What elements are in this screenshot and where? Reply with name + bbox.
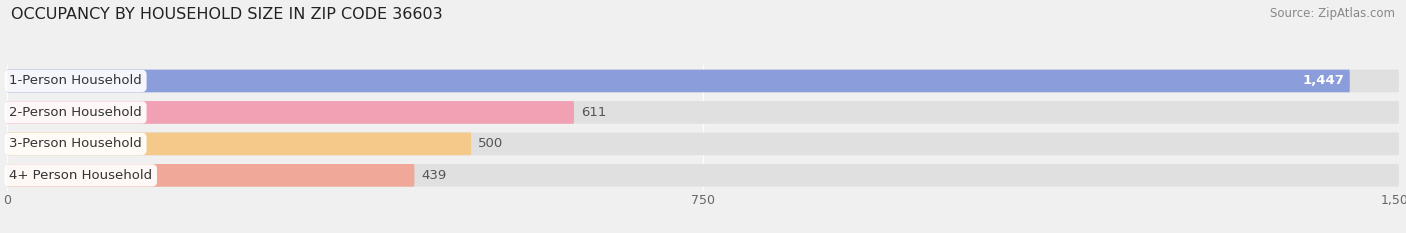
Text: 3-Person Household: 3-Person Household xyxy=(10,137,142,150)
Text: OCCUPANCY BY HOUSEHOLD SIZE IN ZIP CODE 36603: OCCUPANCY BY HOUSEHOLD SIZE IN ZIP CODE … xyxy=(11,7,443,22)
FancyBboxPatch shape xyxy=(7,133,471,155)
FancyBboxPatch shape xyxy=(7,164,415,187)
FancyBboxPatch shape xyxy=(7,101,1399,124)
FancyBboxPatch shape xyxy=(7,101,574,124)
Text: Source: ZipAtlas.com: Source: ZipAtlas.com xyxy=(1270,7,1395,20)
Text: 500: 500 xyxy=(478,137,503,150)
Text: 611: 611 xyxy=(582,106,607,119)
Text: 1,447: 1,447 xyxy=(1303,75,1344,87)
Text: 4+ Person Household: 4+ Person Household xyxy=(10,169,152,182)
Text: 439: 439 xyxy=(422,169,447,182)
FancyBboxPatch shape xyxy=(7,164,1399,187)
FancyBboxPatch shape xyxy=(7,133,1399,155)
Text: 2-Person Household: 2-Person Household xyxy=(10,106,142,119)
FancyBboxPatch shape xyxy=(7,70,1350,92)
FancyBboxPatch shape xyxy=(7,70,1399,92)
Text: 1-Person Household: 1-Person Household xyxy=(10,75,142,87)
